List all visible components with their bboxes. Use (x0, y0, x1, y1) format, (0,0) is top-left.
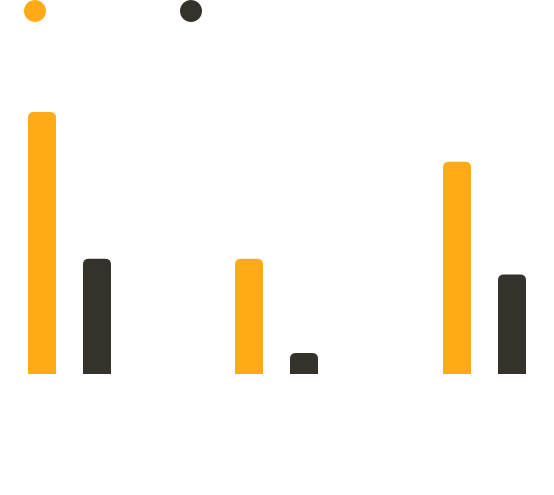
bar-category-1-series-2 (83, 258, 111, 374)
legend-marker-series-2 (180, 0, 202, 22)
legend-marker-series-1 (24, 0, 46, 22)
bar-category-3-series-1 (443, 161, 471, 374)
bar-category-3-series-2 (498, 274, 526, 374)
bar-category-2-series-2 (290, 353, 318, 374)
chart-legend (24, 0, 202, 22)
bar-category-1-series-1 (28, 112, 56, 374)
chart-bars (28, 112, 526, 374)
bar-category-2-series-1 (235, 258, 263, 374)
